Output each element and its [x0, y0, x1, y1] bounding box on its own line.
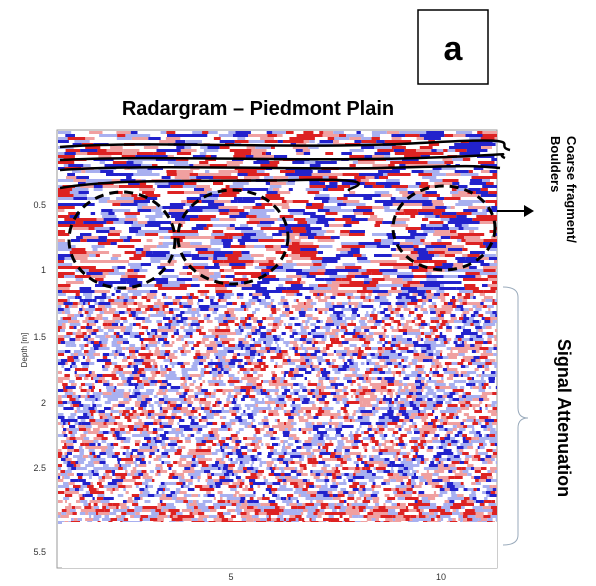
reflector-lines — [59, 139, 511, 192]
x-tick-label: 5 — [228, 572, 233, 582]
x-tick-label: 10 — [436, 572, 446, 582]
boulder-circles — [67, 184, 497, 290]
y-tick-label: 2 — [41, 398, 46, 408]
reflector — [59, 139, 511, 152]
attenuation-label: Signal Attenuation — [554, 339, 574, 497]
panel-label: a — [444, 30, 464, 68]
radargram-texture — [57, 131, 497, 524]
y-axis-label: Depth [m] — [20, 333, 29, 368]
boulders-label-2: Boulders — [548, 136, 563, 192]
radargram-texture — [58, 131, 497, 524]
reflector — [59, 178, 360, 192]
y-tick-label: 1.5 — [33, 332, 46, 342]
radargram-texture — [58, 131, 497, 503]
panel-label-box — [417, 9, 489, 85]
y-tick-label: 1 — [41, 265, 46, 275]
reflector — [59, 164, 501, 172]
y-tick-label: 5.5 — [33, 547, 46, 557]
bracket — [502, 286, 529, 546]
arrow-head — [524, 205, 534, 217]
boulder-circle — [391, 184, 497, 272]
boulder-circle — [67, 190, 177, 290]
boulder-circle — [176, 188, 290, 286]
boulders-label-1: Coarse fragment/ — [564, 136, 579, 243]
blank-band — [62, 522, 497, 568]
y-tick-label: 2.5 — [33, 463, 46, 473]
title: Radargram – Piedmont Plain — [122, 98, 394, 120]
radargram-texture — [57, 131, 497, 524]
reflector — [59, 152, 506, 162]
y-tick-label: 0.5 — [33, 200, 46, 210]
radargram-image — [57, 131, 497, 524]
